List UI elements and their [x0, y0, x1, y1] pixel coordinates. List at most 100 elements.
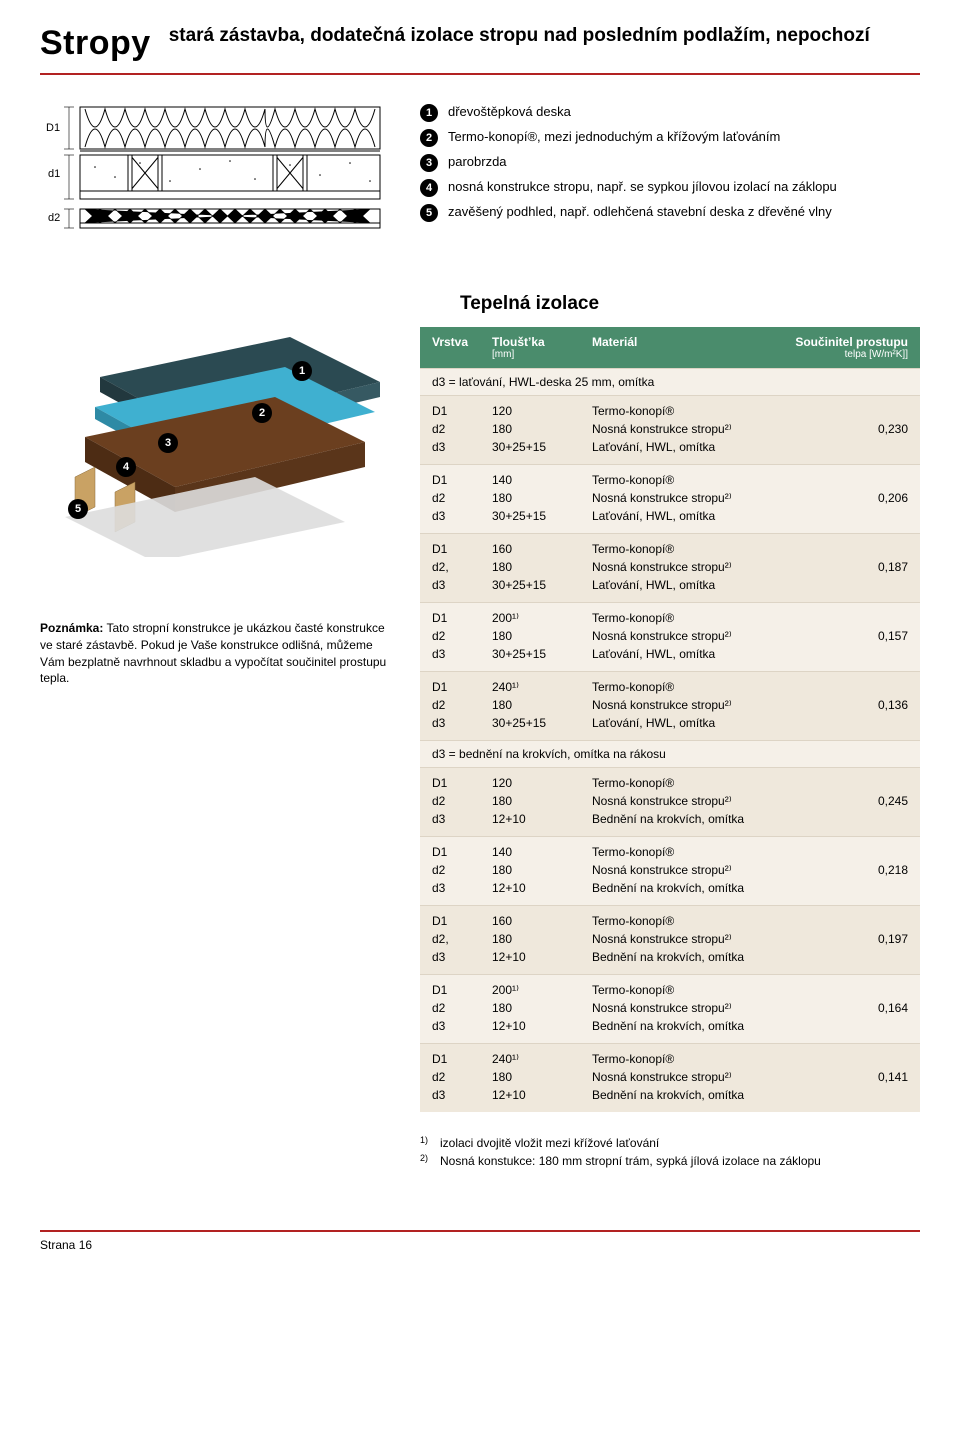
col-uvalue: 0,141 [848, 1068, 908, 1086]
header-rule [40, 73, 920, 75]
legend-item-4: 4 nosná konstrukce stropu, např. se sypko… [420, 178, 920, 197]
legend-item-1: 1 dřevoštěpková deska [420, 103, 920, 122]
th-vrstva: Vrstva [432, 335, 468, 349]
legend-list: 1 dřevoštěpková deska 2 Termo-konopí®, mez… [420, 99, 920, 257]
col-tloustka: 240¹⁾18030+25+15 [492, 678, 592, 732]
col-tloustka: 200¹⁾18012+10 [492, 981, 592, 1035]
section-title: Tepelná izolace [40, 293, 920, 315]
col-material: Termo-konopí®Nosná konstrukce stropu²⁾La… [592, 678, 848, 732]
group-header-1: d3 = laťování, HWL-deska 25 mm, omítka [420, 368, 920, 395]
legend-text: nosná konstrukce stropu, např. se sypkou… [448, 178, 837, 196]
th-tloustka: Tlouštʼka [492, 335, 545, 349]
table-row: D1d2,d316018012+10Termo-konopí®Nosná kon… [420, 905, 920, 974]
col-tloustka: 240¹⁾18012+10 [492, 1050, 592, 1104]
iso-label-5: 5 [68, 499, 88, 519]
iso-svg [40, 327, 390, 557]
legend-num-icon: 4 [420, 179, 438, 197]
col-vrstva: D1d2d3 [432, 1050, 492, 1104]
col-vrstva: D1d2d3 [432, 402, 492, 456]
table-row: 1 2 3 4 5 Poznámka: Tato stropní konstru… [40, 327, 920, 1170]
col-vrstva: D1d2d3 [432, 774, 492, 828]
legend-num-icon: 3 [420, 154, 438, 172]
col-material: Termo-konopí®Nosná konstrukce stropu²⁾Be… [592, 774, 848, 828]
table-row: D1d2d3240¹⁾18012+10Termo-konopí®Nosná ko… [420, 1043, 920, 1112]
col-material: Termo-konopí®Nosná konstrukce stropu²⁾La… [592, 540, 848, 594]
fn-text: izolaci dvojitě vložit mezi křížové laťo… [440, 1134, 659, 1152]
legend-text: parobrzda [448, 153, 507, 171]
page-footer: Strana 16 [40, 1230, 920, 1252]
page-number: Strana 16 [40, 1238, 92, 1252]
note-block: Poznámka: Tato stropní konstrukce je uká… [40, 620, 390, 687]
fn-num: 1) [420, 1134, 434, 1152]
dim-d1-lower: d1 [48, 168, 60, 180]
rows-group-a: D1d2d312018030+25+15Termo-konopí®Nosná k… [420, 395, 920, 740]
col-uvalue: 0,136 [848, 696, 908, 714]
legend-num-icon: 5 [420, 204, 438, 222]
table-row: D1d2,d316018030+25+15Termo-konopí®Nosná … [420, 533, 920, 602]
iso-label-2: 2 [252, 403, 272, 423]
col-uvalue: 0,245 [848, 792, 908, 810]
col-vrstva: D1d2d3 [432, 981, 492, 1035]
col-uvalue: 0,157 [848, 627, 908, 645]
title-sub: stará zástavba, dodatečná izolace stropu… [169, 24, 870, 48]
col-vrstva: D1d2d3 [432, 843, 492, 897]
legend-num-icon: 1 [420, 104, 438, 122]
col-material: Termo-konopí®Nosná konstrukce stropu²⁾Be… [592, 843, 848, 897]
footnotes: 1) izolaci dvojitě vložit mezi křížové la… [420, 1134, 920, 1170]
title-main: Stropy [40, 24, 151, 63]
footer-rule [40, 1230, 920, 1232]
col-tloustka: 14018030+25+15 [492, 471, 592, 525]
legend-num-icon: 2 [420, 129, 438, 147]
note-label: Poznámka: [40, 621, 103, 635]
table-row: D1d2d3240¹⁾18030+25+15Termo-konopí®Nosná… [420, 671, 920, 740]
col-uvalue: 0,187 [848, 558, 908, 576]
table-row: D1d2d314018012+10Termo-konopí®Nosná kons… [420, 836, 920, 905]
page-header: Stropy stará zástavba, dodatečná izolace… [40, 24, 920, 63]
cross-section-svg: D1 d1 d2 [40, 99, 390, 254]
footnote-1: 1) izolaci dvojitě vložit mezi křížové la… [420, 1134, 920, 1152]
col-uvalue: 0,230 [848, 420, 908, 438]
col-material: Termo-konopí®Nosná konstrukce stropu²⁾La… [592, 471, 848, 525]
dim-d2: d2 [48, 212, 60, 224]
col-material: Termo-konopí®Nosná konstrukce stropu²⁾Be… [592, 1050, 848, 1104]
col-vrstva: D1d2,d3 [432, 912, 492, 966]
diagram-row: D1 d1 d2 1 dřevoštěpková deska 2 Termo-kon… [40, 99, 920, 257]
fn-text: Nosná konstukce: 180 mm stropní trám, sy… [440, 1152, 821, 1170]
group-header-2: d3 = bednění na krokvích, omítka na ráko… [420, 740, 920, 767]
legend-item-2: 2 Termo-konopí®, mezi jednoduchým a křížo… [420, 128, 920, 147]
col-vrstva: D1d2d3 [432, 678, 492, 732]
iso-label-4: 4 [116, 457, 136, 477]
col-uvalue: 0,206 [848, 489, 908, 507]
th-soucinitel: Součinitel prostupu [795, 335, 908, 349]
col-tloustka: 12018012+10 [492, 774, 592, 828]
col-tloustka: 16018012+10 [492, 912, 592, 966]
iso-diagram: 1 2 3 4 5 Poznámka: Tato stropní konstru… [40, 327, 390, 1170]
col-material: Termo-konopí®Nosná konstrukce stropu²⁾Be… [592, 912, 848, 966]
col-tloustka: 12018030+25+15 [492, 402, 592, 456]
table-row: D1d2d3200¹⁾18030+25+15Termo-konopí®Nosná… [420, 602, 920, 671]
dim-d1-upper: D1 [46, 122, 60, 134]
th-tloustka-unit: [mm] [492, 349, 592, 360]
col-material: Termo-konopí®Nosná konstrukce stropu²⁾Be… [592, 981, 848, 1035]
iso-label-3: 3 [158, 433, 178, 453]
th-material: Materiál [592, 335, 637, 349]
table-row: D1d2d314018030+25+15Termo-konopí®Nosná k… [420, 464, 920, 533]
table-row: D1d2d3200¹⁾18012+10Termo-konopí®Nosná ko… [420, 974, 920, 1043]
footnote-2: 2) Nosná konstukce: 180 mm stropní trám, … [420, 1152, 920, 1170]
legend-item-3: 3 parobrzda [420, 153, 920, 172]
col-uvalue: 0,197 [848, 930, 908, 948]
fn-num: 2) [420, 1152, 434, 1170]
legend-text: Termo-konopí®, mezi jednoduchým a křížov… [448, 128, 780, 146]
th-soucinitel-unit: telpa [W/m²K]] [788, 349, 908, 360]
col-material: Termo-konopí®Nosná konstrukce stropu²⁾La… [592, 402, 848, 456]
legend-item-5: 5zavěšený podhled, např. odlehčená stave… [420, 203, 920, 222]
col-vrstva: D1d2d3 [432, 471, 492, 525]
table-row: D1d2d312018030+25+15Termo-konopí®Nosná k… [420, 395, 920, 464]
col-vrstva: D1d2d3 [432, 609, 492, 663]
table-header: Vrstva Tlouštʼka[mm] Materiál Součinitel… [420, 327, 920, 368]
col-tloustka: 200¹⁾18030+25+15 [492, 609, 592, 663]
col-material: Termo-konopí®Nosná konstrukce stropu²⁾La… [592, 609, 848, 663]
col-tloustka: 16018030+25+15 [492, 540, 592, 594]
col-tloustka: 14018012+10 [492, 843, 592, 897]
legend-text: dřevoštěpková deska [448, 103, 571, 121]
